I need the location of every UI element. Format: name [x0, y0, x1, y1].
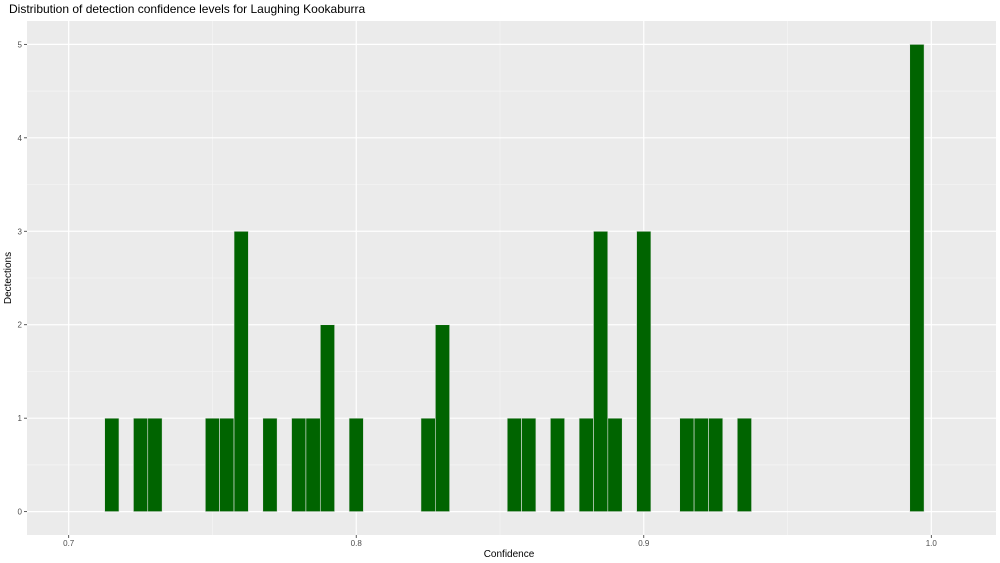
- y-tick-label: 4: [18, 134, 23, 143]
- bar: [578, 417, 594, 512]
- bars: [104, 44, 925, 512]
- bar: [420, 417, 436, 512]
- bar: [736, 417, 752, 512]
- bar: [506, 417, 522, 512]
- bar: [693, 417, 709, 512]
- bar: [262, 417, 278, 512]
- bar: [204, 417, 220, 512]
- bar: [219, 417, 235, 512]
- x-tick-label: 1.0: [926, 539, 938, 548]
- y-tick-label: 1: [18, 414, 23, 423]
- bar: [521, 417, 537, 512]
- chart-title: Distribution of detection confidence lev…: [9, 2, 366, 16]
- bar: [550, 417, 565, 512]
- bar: [104, 417, 120, 512]
- bar: [607, 417, 623, 512]
- x-tick-label: 0.8: [351, 539, 363, 548]
- y-tick-label: 5: [18, 40, 23, 49]
- x-tick-label: 0.9: [638, 539, 650, 548]
- y-tick-label: 2: [18, 321, 23, 330]
- bar: [233, 230, 249, 512]
- y-axis-title: Dectections: [3, 252, 14, 304]
- bar: [435, 324, 450, 512]
- bar: [593, 230, 609, 512]
- x-tick-label: 0.7: [63, 539, 75, 548]
- y-tick-label: 3: [18, 227, 23, 236]
- bar: [319, 324, 335, 512]
- bar: [348, 417, 364, 512]
- bar: [133, 417, 149, 512]
- bar: [291, 417, 307, 512]
- bar: [305, 417, 321, 512]
- x-axis-ticks: 0.7 0.8 0.9 1.0: [63, 535, 937, 548]
- bar: [147, 417, 163, 512]
- x-axis-title: Confidence: [484, 549, 535, 560]
- y-tick-label: 0: [18, 508, 23, 517]
- y-axis-ticks: 0 1 2 3 4 5: [18, 40, 27, 517]
- bar: [636, 230, 652, 512]
- bar: [708, 417, 724, 512]
- bar: [679, 417, 695, 512]
- bar: [909, 44, 925, 512]
